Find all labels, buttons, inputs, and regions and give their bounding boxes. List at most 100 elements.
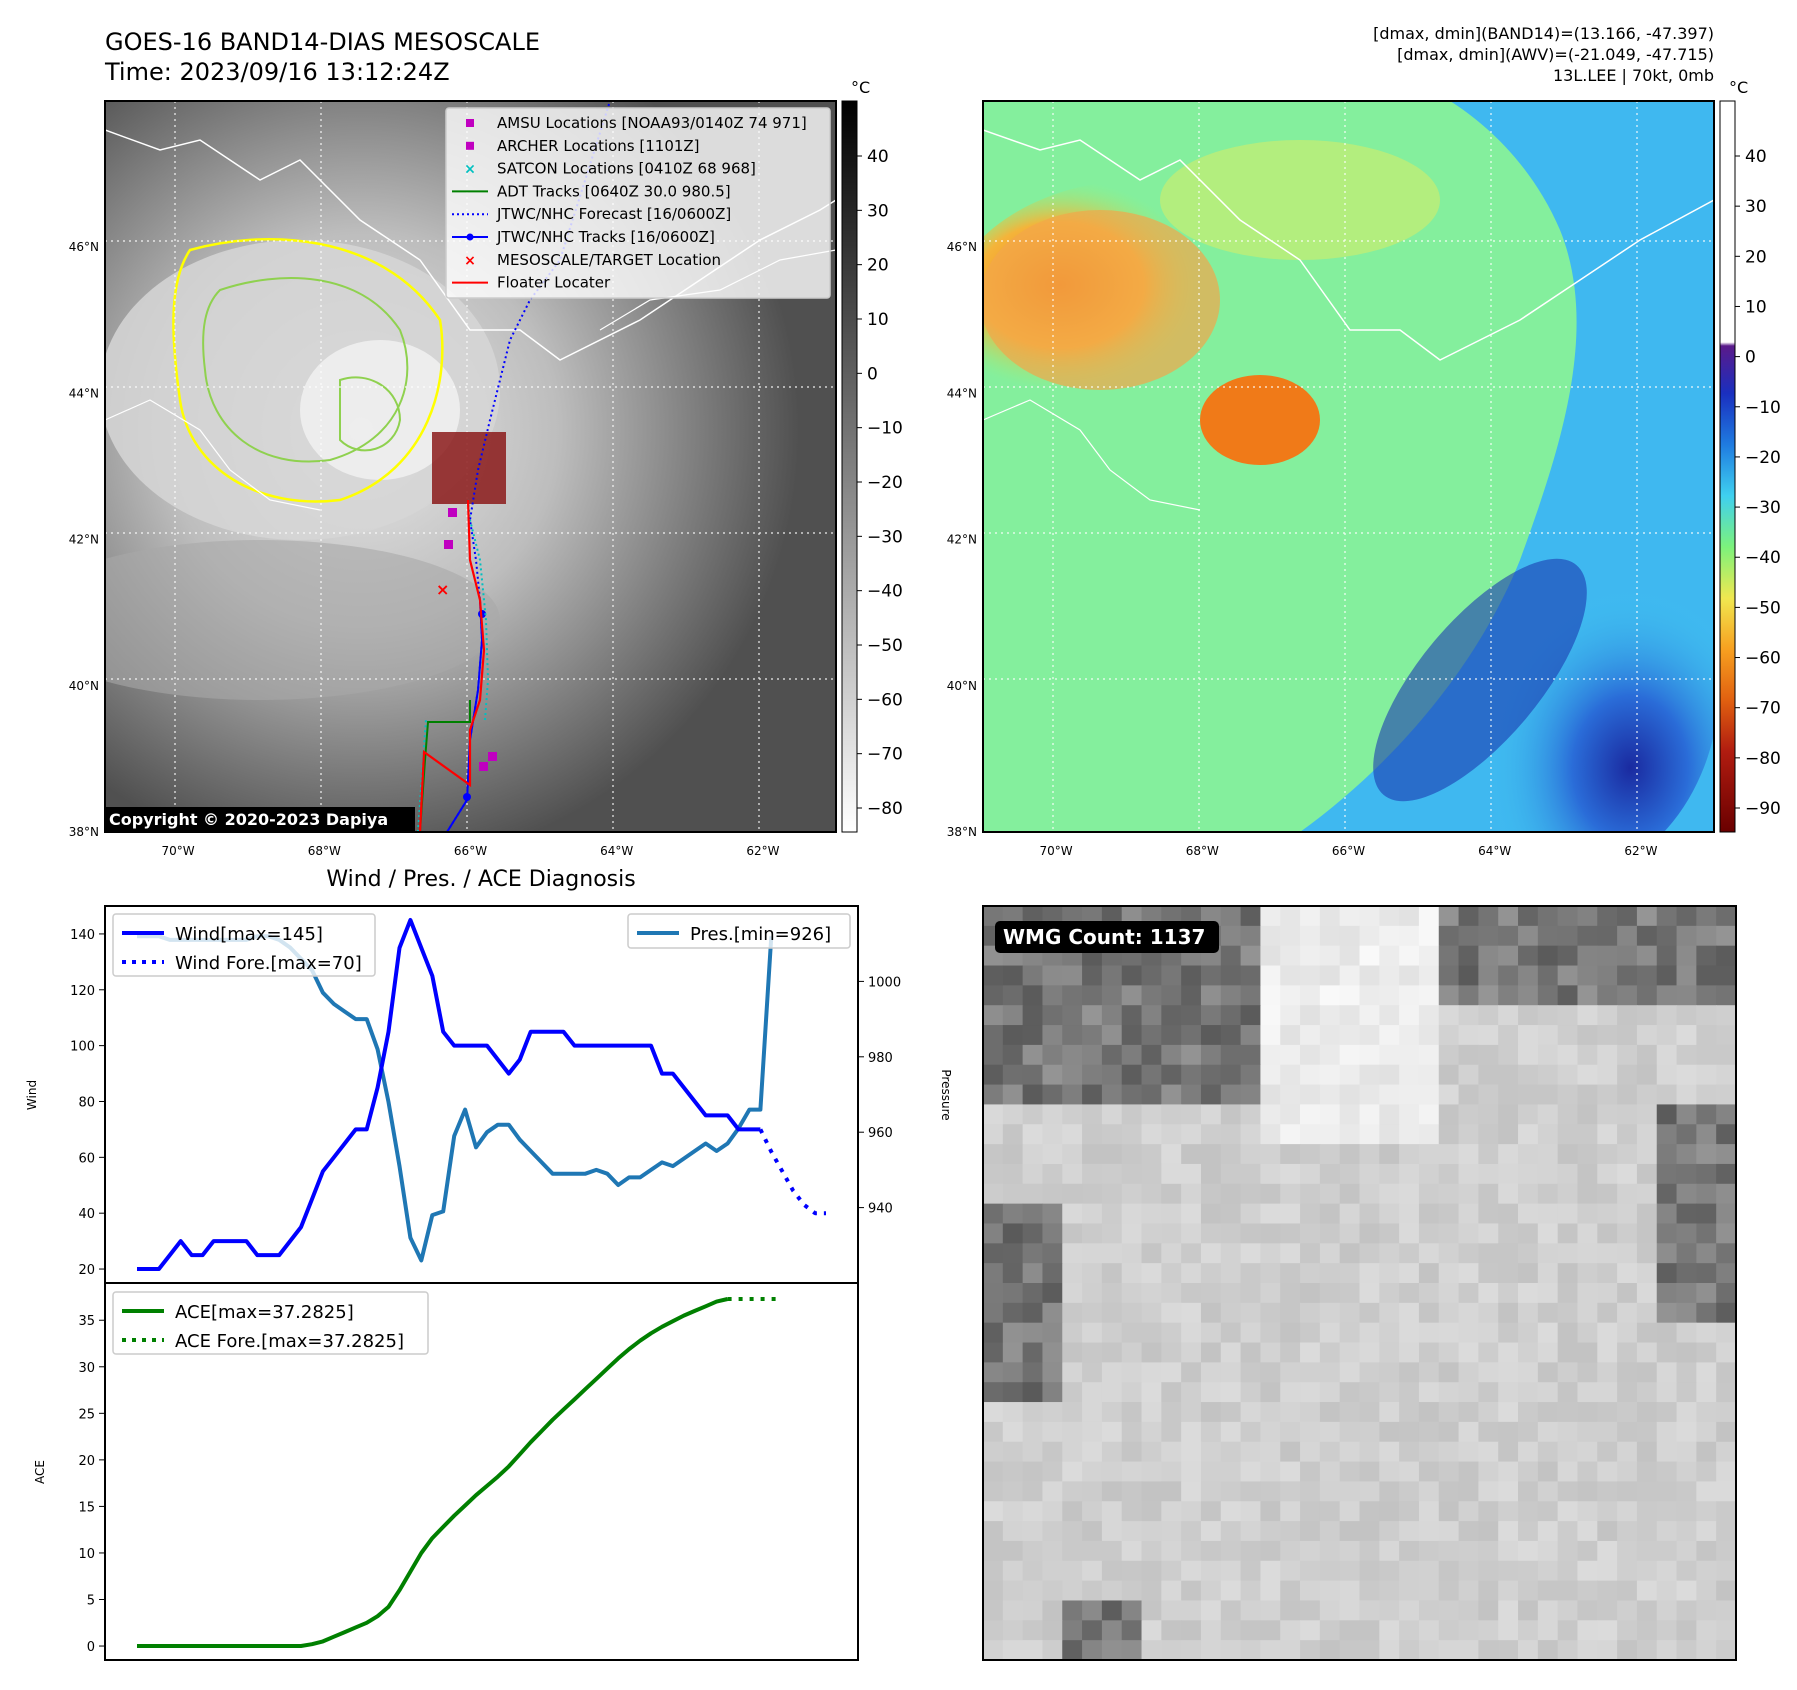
colorbar-tick-label: 30 <box>1745 197 1767 217</box>
colorbar-tick-label: 30 <box>867 201 889 221</box>
legend-marker-dot <box>466 233 474 241</box>
colorbar-tick-label: 40 <box>1745 147 1767 167</box>
legend-label: ADT Tracks [0640Z 30.0 980.5] <box>497 182 731 200</box>
colorbar-tick-label: −50 <box>867 636 903 656</box>
legend-label: ARCHER Locations [1101Z] <box>497 137 700 155</box>
colorbar-tick-label: 10 <box>867 310 889 330</box>
colorbar-tick-label: −40 <box>1745 548 1781 568</box>
wind-ytick-label: 80 <box>78 1095 95 1110</box>
lon-tick-label: 68°W <box>308 844 341 858</box>
wind-ylabel: Wind <box>25 1080 39 1110</box>
ace-ytick-label: 10 <box>78 1547 95 1562</box>
legend-label: SATCON Locations [0410Z 68 968] <box>497 160 756 178</box>
lon-tick-label: 68°W <box>1186 844 1219 858</box>
copyright-badge: Copyright © 2020-2023 Dapiya <box>105 807 415 831</box>
colorbar-tick-label: −20 <box>867 473 903 493</box>
colorbar-tick-label: −80 <box>867 799 903 819</box>
ace-legend: ACE[max=37.2825] ACE Fore.[max=37.2825] <box>112 1291 429 1355</box>
lat-tick-label: 40°N <box>947 679 977 693</box>
pressure-ytick-label: 980 <box>868 1051 893 1066</box>
map-legend-entry: × SATCON Locations [0410Z 68 968] <box>464 160 756 178</box>
colorbar-tick-label: −50 <box>1745 598 1781 618</box>
wind-ytick-label: 20 <box>78 1263 95 1278</box>
pressure-ylabel: Pressure <box>939 1069 953 1120</box>
pressure-ytick-label: 1000 <box>868 975 901 990</box>
ace-line <box>137 1297 729 1648</box>
mesoscale-box <box>432 432 506 504</box>
map-legend-entry: JTWC/NHC Forecast [16/0600Z] <box>452 205 731 223</box>
lon-tick-label: 66°W <box>454 844 487 858</box>
pressure-legend-label: Pres.[min=926] <box>690 924 831 945</box>
awv-range: [dmax, dmin](AWV)=(-21.049, -47.715) <box>1397 45 1714 64</box>
colorbar-tick-label: −10 <box>867 419 903 439</box>
colorbar-tick-label: −40 <box>867 582 903 602</box>
ace-ytick-label: 30 <box>78 1361 95 1376</box>
ace-ytick-label: 25 <box>78 1407 95 1422</box>
colorbar-tick-label: −90 <box>1745 799 1781 819</box>
wind-line <box>137 918 761 1271</box>
ace-ytick-label: 20 <box>78 1454 95 1469</box>
copyright-text: Copyright © 2020-2023 Dapiya <box>109 810 388 829</box>
legend-label: JTWC/NHC Forecast [16/0600Z] <box>496 205 731 223</box>
legend-label: Floater Locater <box>497 274 611 292</box>
ace-chart: 0 5 10 15 20 25 30 35 ACE ACE[max=37.2825] ACE … <box>33 1282 859 1661</box>
wind-ytick-label: 120 <box>70 984 95 999</box>
colorbar-tick-label: −60 <box>1745 649 1781 669</box>
colorbar-tick-label: 0 <box>867 364 878 384</box>
lat-tick-label: 38°N <box>69 825 99 839</box>
lat-tick-label: 42°N <box>69 533 99 547</box>
colorbar-tick-label: −10 <box>1745 398 1781 418</box>
legend-marker-x: × <box>464 253 476 269</box>
map-legend-entry: × MESOSCALE/TARGET Location <box>464 251 721 269</box>
map-legend: AMSU Locations [NOAA93/0140Z 74 971] ARCH… <box>445 107 831 299</box>
ir-colorbar-unit: °C <box>851 78 870 97</box>
map-legend-entry: ARCHER Locations [1101Z] <box>466 137 700 155</box>
wv-map-panel <box>983 101 1714 832</box>
ir-colorbar: °C 40 30 20 10 0 −10 −20 −30 −40 −50 −60 −70 −80 <box>841 78 903 833</box>
ace-fore-legend-label: ACE Fore.[max=37.2825] <box>175 1331 404 1352</box>
figure-title: GOES-16 BAND14-DIAS MESOSCALE <box>105 28 540 56</box>
legend-marker-square <box>466 141 474 150</box>
wind-forecast-line <box>758 1128 826 1216</box>
lon-tick-label: 62°W <box>746 844 779 858</box>
ace-ytick-label: 35 <box>78 1314 95 1329</box>
wmg-panel: WMG Count: 1137 <box>982 905 1737 1661</box>
colorbar-tick-label: 10 <box>1745 297 1767 317</box>
colorbar-tick-label: −70 <box>867 745 903 765</box>
lat-tick-label: 40°N <box>69 679 99 693</box>
lon-tick-label: 64°W <box>600 844 633 858</box>
map-legend-entry: Floater Locater <box>452 274 611 292</box>
wind-ytick-label: 140 <box>70 928 95 943</box>
wv-colorbar-unit: °C <box>1729 78 1748 97</box>
wind-fore-legend-label: Wind Fore.[max=70] <box>175 953 362 974</box>
colorbar-tick-label: 0 <box>1745 348 1756 368</box>
figure-time: Time: 2023/09/16 13:12:24Z <box>104 58 450 86</box>
lat-tick-label: 46°N <box>947 240 977 254</box>
diag-title: Wind / Pres. / ACE Diagnosis <box>326 867 635 892</box>
colorbar-tick-label: −30 <box>867 527 903 547</box>
legend-label: JTWC/NHC Tracks [16/0600Z] <box>496 228 715 246</box>
wind-legend-label: Wind[max=145] <box>175 924 323 945</box>
lat-tick-label: 44°N <box>69 386 99 400</box>
pressure-ytick-label: 960 <box>868 1126 893 1141</box>
ace-ytick-label: 15 <box>78 1500 95 1515</box>
lat-tick-label: 38°N <box>947 825 977 839</box>
wind-ytick-label: 100 <box>70 1040 95 1055</box>
wind-ytick-label: 60 <box>78 1151 95 1166</box>
band14-range: [dmax, dmin](BAND14)=(13.166, -47.397) <box>1373 24 1714 43</box>
ace-ylabel: ACE <box>33 1460 47 1484</box>
wind-pressure-chart: 20 40 60 80 100 120 140 940 960 980 1000 Wind Pre… <box>25 905 953 1284</box>
wmg-count-label: WMG Count: 1137 <box>1003 925 1205 949</box>
wv-colorbar: °C 40 30 20 10 0 −10 −20 −30 −40 −50 −60 −70 −80 −90 <box>1719 78 1781 833</box>
lon-tick-label: 66°W <box>1332 844 1365 858</box>
colorbar-tick-label: −60 <box>867 690 903 710</box>
colorbar-tick-label: 40 <box>867 147 889 167</box>
lat-tick-label: 46°N <box>69 240 99 254</box>
colorbar-tick-label: −30 <box>1745 498 1781 518</box>
ace-legend-label: ACE[max=37.2825] <box>175 1302 354 1323</box>
lat-tick-label: 42°N <box>947 533 977 547</box>
wind-ytick-label: 40 <box>78 1207 95 1222</box>
colorbar-tick-label: −20 <box>1745 448 1781 468</box>
lon-tick-label: 70°W <box>1040 844 1073 858</box>
